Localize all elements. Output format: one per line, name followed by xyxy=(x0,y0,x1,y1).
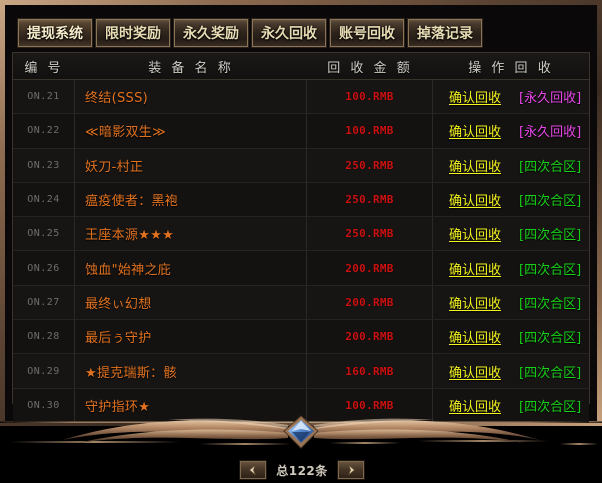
confirm-recycle-link[interactable]: 确认回收 xyxy=(449,331,502,347)
row-id: ON.21 xyxy=(13,80,75,114)
table-row: ON.21 终结(SSS) 100.RMB 确认回收 [永久回收] xyxy=(13,80,589,115)
bottom-light-streaks xyxy=(0,437,602,454)
row-price: 200.RMB xyxy=(307,320,433,354)
recycle-table-panel: 编 号 装 备 名 称 回 收 金 额 操 作 回 收 ON.21 终结(SSS)… xyxy=(12,52,590,480)
row-id: ON.27 xyxy=(13,285,75,320)
row-price: 200.RMB xyxy=(307,285,433,320)
row-status-badge: [四次合区] xyxy=(519,228,582,244)
row-item-name: ★提克瑞斯：骸 xyxy=(75,354,307,388)
row-status-badge: [永久回收] xyxy=(519,125,582,141)
column-header-action: 操 作 回 收 xyxy=(468,60,554,76)
row-id: ON.29 xyxy=(13,354,75,388)
table-row: ON.26 蚀血"始神之庇 200.RMB 确认回收 [四次合区] xyxy=(13,251,589,286)
row-price: 250.RMB xyxy=(307,148,433,182)
row-item-name: 最终ぃ幻想 xyxy=(75,285,307,320)
row-status-badge: [四次合区] xyxy=(519,331,582,347)
row-id: ON.25 xyxy=(13,217,75,251)
row-action-cell: 确认回收 [四次合区] xyxy=(433,389,589,422)
row-id: ON.23 xyxy=(13,148,75,182)
table-row: ON.27 最终ぃ幻想 200.RMB 确认回收 [四次合区] xyxy=(13,285,589,321)
table-row: ON.22 ≪暗影双生≫ 100.RMB 确认回收 [永久回收] xyxy=(13,114,589,149)
row-price: 100.RMB xyxy=(307,388,433,422)
row-price: 200.RMB xyxy=(307,251,433,285)
row-price: 160.RMB xyxy=(307,354,433,388)
row-item-name: 守护指环★ xyxy=(75,388,307,422)
row-status-badge: [四次合区] xyxy=(519,365,582,381)
row-action-cell: 确认回收 [四次合区] xyxy=(433,183,589,216)
row-action-cell: 确认回收 [四次合区] xyxy=(433,286,589,319)
tab-5[interactable]: 掉落记录 xyxy=(407,18,483,48)
confirm-recycle-link[interactable]: 确认回收 xyxy=(449,365,502,381)
column-header-id: 编 号 xyxy=(24,60,64,76)
row-action-cell: 确认回收 [四次合区] xyxy=(433,320,589,353)
confirm-recycle-link[interactable]: 确认回收 xyxy=(449,194,502,210)
table-row: ON.28 最后ぅ守护 200.RMB 确认回收 [四次合区] xyxy=(13,320,589,355)
confirm-recycle-link[interactable]: 确认回收 xyxy=(449,159,502,175)
tab-4[interactable]: 账号回收 xyxy=(329,18,405,48)
row-action-cell: 确认回收 [四次合区] xyxy=(433,217,589,250)
row-status-badge: [永久回收] xyxy=(519,91,582,107)
row-price: 250.RMB xyxy=(307,217,433,251)
confirm-recycle-link[interactable]: 确认回收 xyxy=(449,125,502,141)
prev-page-button[interactable] xyxy=(239,460,267,480)
row-action-cell: 确认回收 [永久回收] xyxy=(433,114,589,147)
confirm-recycle-link[interactable]: 确认回收 xyxy=(449,296,502,312)
row-action-cell: 确认回收 [四次合区] xyxy=(433,149,589,182)
confirm-recycle-link[interactable]: 确认回收 xyxy=(449,228,502,244)
tab-bar: 提现系统 限时奖励 永久奖励 永久回收 账号回收 掉落记录 xyxy=(17,18,483,48)
row-id: ON.26 xyxy=(13,251,75,285)
row-id: ON.30 xyxy=(13,388,75,422)
row-status-badge: [四次合区] xyxy=(519,262,582,278)
table-row: ON.29 ★提克瑞斯：骸 160.RMB 确认回收 [四次合区] xyxy=(13,354,589,389)
row-action-cell: 确认回收 [永久回收] xyxy=(433,80,589,113)
row-action-cell: 确认回收 [四次合区] xyxy=(433,354,589,387)
row-item-name: 最后ぅ守护 xyxy=(75,320,307,354)
row-id: ON.22 xyxy=(13,114,75,148)
confirm-recycle-link[interactable]: 确认回收 xyxy=(449,262,502,278)
chevron-right-icon xyxy=(344,464,358,476)
row-status-badge: [四次合区] xyxy=(519,399,582,415)
confirm-recycle-link[interactable]: 确认回收 xyxy=(449,91,502,107)
row-price: 100.RMB xyxy=(307,114,433,148)
pagination-bar: 总122条 xyxy=(13,457,591,483)
next-page-button[interactable] xyxy=(337,460,365,480)
page-total-label: 总122条 xyxy=(276,463,328,478)
table-body: ON.21 终结(SSS) 100.RMB 确认回收 [永久回收] ON.22 ≪暗影双生≫… xyxy=(13,80,589,423)
table-row: ON.25 王座本源★★★ 250.RMB 确认回收 [四次合区] xyxy=(13,217,589,252)
row-id: ON.24 xyxy=(13,182,75,217)
row-status-badge: [四次合区] xyxy=(519,194,582,210)
table-row: ON.24 瘟疫使者：黑袍 250.RMB 确认回收 [四次合区] xyxy=(13,182,589,218)
tab-1[interactable]: 限时奖励 xyxy=(95,18,171,48)
tab-2[interactable]: 永久奖励 xyxy=(173,18,249,48)
row-price: 100.RMB xyxy=(307,80,433,114)
table-row: ON.30 守护指环★ 100.RMB 确认回收 [四次合区] xyxy=(13,388,589,423)
confirm-recycle-link[interactable]: 确认回收 xyxy=(449,399,502,415)
table-row: ON.23 妖刀-村正 250.RMB 确认回收 [四次合区] xyxy=(13,148,589,183)
row-price: 250.RMB xyxy=(307,182,433,217)
column-header-price: 回 收 金 额 xyxy=(327,60,413,76)
row-id: ON.28 xyxy=(13,320,75,354)
table-header-row: 编 号 装 备 名 称 回 收 金 额 操 作 回 收 xyxy=(13,53,589,80)
row-item-name: 终结(SSS) xyxy=(75,80,307,114)
row-action-cell: 确认回收 [四次合区] xyxy=(433,251,589,284)
column-header-name: 装 备 名 称 xyxy=(148,60,234,76)
row-item-name: 妖刀-村正 xyxy=(75,148,307,182)
tab-3[interactable]: 永久回收 xyxy=(251,18,327,48)
tab-0[interactable]: 提现系统 xyxy=(17,18,93,48)
row-status-badge: [四次合区] xyxy=(519,296,582,312)
row-item-name: 瘟疫使者：黑袍 xyxy=(75,182,307,217)
row-item-name: ≪暗影双生≫ xyxy=(75,114,307,148)
chevron-left-icon xyxy=(246,464,260,476)
row-item-name: 王座本源★★★ xyxy=(75,217,307,251)
row-item-name: 蚀血"始神之庇 xyxy=(75,251,307,285)
row-status-badge: [四次合区] xyxy=(519,159,582,175)
